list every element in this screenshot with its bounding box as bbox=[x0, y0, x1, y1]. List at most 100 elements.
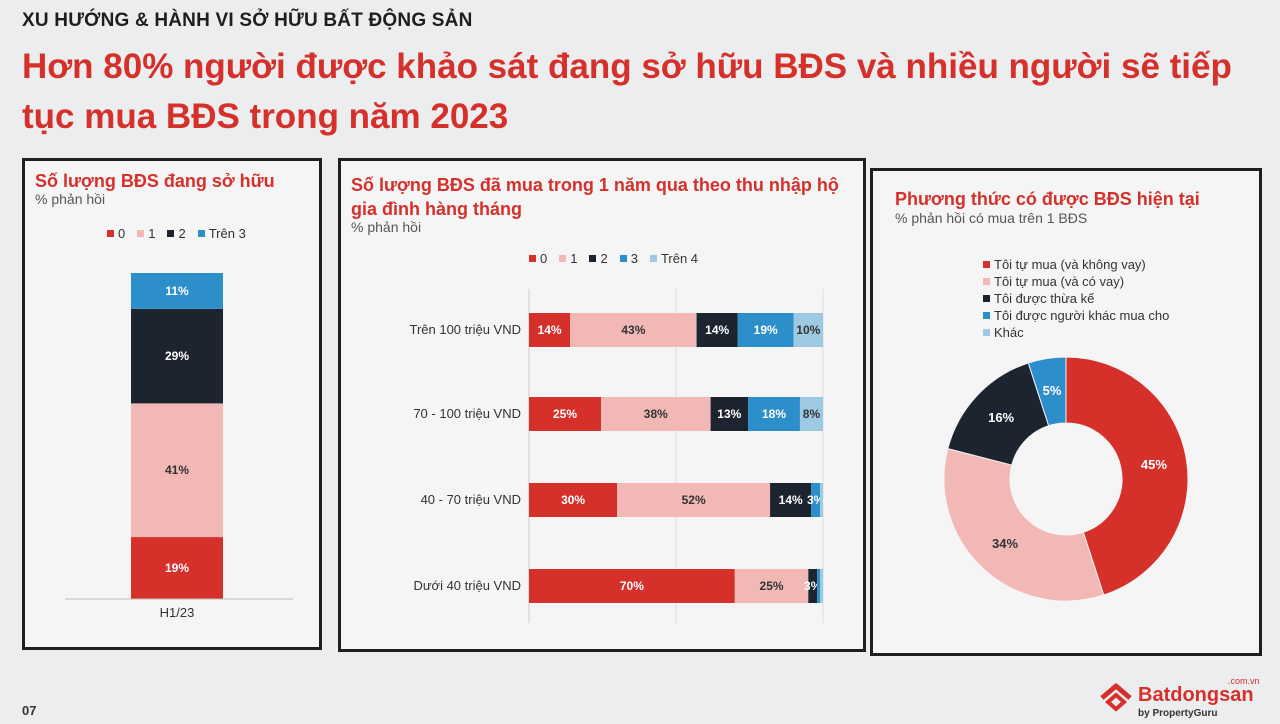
bar-data-label: 25% bbox=[760, 579, 784, 593]
legend-label: 1 bbox=[148, 226, 156, 241]
bar-data-label: 25% bbox=[553, 407, 577, 421]
bar-segment-2 bbox=[131, 308, 223, 404]
bar-data-label: 19% bbox=[754, 323, 778, 337]
legend-label: Trên 3 bbox=[208, 226, 246, 241]
donut-slice bbox=[943, 448, 1105, 602]
bar-segment-0 bbox=[529, 483, 618, 517]
donut-slice bbox=[1027, 356, 1067, 427]
bar-data-label: 14% bbox=[705, 323, 729, 337]
bar-data-label: 43% bbox=[621, 323, 645, 337]
bar-segment-0 bbox=[529, 569, 735, 603]
bar-data-label: 18% bbox=[762, 407, 786, 421]
slice-data-label: 45% bbox=[1141, 457, 1167, 472]
bar-segment-Trên 4 bbox=[820, 569, 823, 603]
chart2-title: Số lượng BĐS đã mua trong 1 năm qua theo… bbox=[351, 175, 839, 219]
chart1-legend-item: 0 bbox=[107, 226, 125, 241]
legend-swatch bbox=[589, 255, 597, 262]
bar-data-label: 52% bbox=[682, 493, 706, 507]
legend-swatch bbox=[559, 255, 567, 262]
slice-data-label: 16% bbox=[988, 410, 1014, 425]
legend-label: 1 bbox=[570, 251, 578, 266]
chart1-subtitle: % phản hồi bbox=[35, 191, 106, 207]
legend-swatch bbox=[529, 255, 536, 262]
legend-swatch bbox=[983, 312, 990, 319]
chart1-legend: 0 1 2 Trên 3 bbox=[107, 226, 246, 241]
chart2-legend-item: 2 bbox=[589, 251, 608, 266]
chart3-legend-item: Tôi tự mua (và không vay) bbox=[983, 257, 1169, 272]
bar-data-label: 30% bbox=[561, 493, 585, 507]
chart1-legend-item: Trên 3 bbox=[197, 226, 246, 241]
donut-slice bbox=[1065, 356, 1189, 596]
bar-data-label: 38% bbox=[644, 407, 668, 421]
legend-label: Tôi tự mua (và không vay) bbox=[994, 257, 1146, 272]
bar-segment-3 bbox=[737, 313, 794, 347]
chart2-legend: 0 1 2 3 Trên 4 bbox=[529, 251, 698, 266]
slice-data-label: 34% bbox=[992, 536, 1018, 551]
legend-label: Trên 4 bbox=[660, 251, 699, 266]
bar-data-label: 29% bbox=[165, 349, 189, 363]
chart1-svg: 19% 41% 29% 11% H1/23 bbox=[65, 273, 293, 620]
chart1-legend-item: 2 bbox=[167, 226, 186, 241]
house-logo-icon bbox=[1100, 683, 1132, 712]
slice-data-label: 5% bbox=[1043, 383, 1062, 398]
legend-swatch bbox=[619, 255, 627, 262]
brand-byline: by PropertyGuru bbox=[1138, 708, 1218, 719]
bar-segment-3 bbox=[811, 483, 821, 517]
category-label: 40 - 70 triệu VND bbox=[421, 492, 521, 507]
legend-swatch bbox=[983, 329, 990, 336]
bar-segment-0 bbox=[529, 397, 602, 431]
legend-swatch bbox=[983, 295, 990, 302]
bar-data-label: 19% bbox=[165, 561, 189, 575]
legend-swatch bbox=[649, 255, 657, 262]
legend-label: Tôi được người khác mua cho bbox=[994, 308, 1170, 323]
bar-segment-2 bbox=[808, 569, 818, 603]
legend-swatch bbox=[983, 261, 990, 268]
bar-segment-3 bbox=[817, 569, 821, 603]
category-label: 70 - 100 triệu VND bbox=[413, 406, 521, 421]
chart3-legend-item: Tôi tự mua (và có vay) bbox=[983, 274, 1169, 289]
legend-label: 0 bbox=[540, 251, 548, 266]
chart2-legend-item: 3 bbox=[619, 251, 638, 266]
section-header: XU HƯỚNG & HÀNH VI SỞ HỮU BẤT ĐỘNG SẢN bbox=[22, 10, 473, 31]
legend-label: 2 bbox=[600, 251, 608, 266]
chart2-svg: Trên 100 triệu VND 14% 43% 14% 19% 10% 70 - 10… bbox=[409, 289, 825, 623]
legend-swatch bbox=[983, 278, 990, 285]
bar-segment-2 bbox=[696, 313, 738, 347]
bar-segment-2 bbox=[770, 483, 812, 517]
legend-swatch bbox=[197, 230, 205, 237]
page-headline: Hơn 80% người được khảo sát đang sở hữu … bbox=[22, 47, 1232, 136]
chart2-legend-item: Trên 4 bbox=[649, 251, 699, 266]
bar-segment-3 bbox=[748, 397, 800, 431]
bar-segment-1 bbox=[570, 313, 697, 347]
bar-segment-0 bbox=[529, 313, 571, 347]
category-label: Trên 100 triệu VND bbox=[409, 322, 521, 337]
chart-panel-ownership: Số lượng BĐS đang sở hữu % phản hồi 0 1 2 T… bbox=[22, 158, 322, 650]
legend-swatch bbox=[137, 230, 145, 237]
category-label: H1/23 bbox=[160, 605, 195, 620]
bar-data-label: 8% bbox=[803, 407, 821, 421]
page-number: 07 bbox=[22, 703, 37, 718]
chart2-legend-item: 0 bbox=[529, 251, 547, 266]
bar-segment-1 bbox=[734, 569, 809, 603]
chart3-legend: Tôi tự mua (và không vay) Tôi tự mua (và … bbox=[983, 257, 1169, 342]
bar-segment-1 bbox=[601, 397, 711, 431]
chart3-legend-item: Tôi được thừa kế bbox=[983, 291, 1169, 306]
chart3-legend-item: Tôi được người khác mua cho bbox=[983, 308, 1169, 323]
bar-data-label: 70% bbox=[620, 579, 644, 593]
brand-name: Batdongsan bbox=[1138, 684, 1254, 706]
legend-label: 0 bbox=[118, 226, 126, 241]
legend-swatch bbox=[167, 230, 175, 237]
bar-data-label: 13% bbox=[717, 407, 741, 421]
chart1-legend-item: 1 bbox=[137, 226, 155, 241]
bar-data-label: 10% bbox=[796, 323, 820, 337]
chart3-legend-item: Khác bbox=[983, 325, 1169, 340]
bar-segment-1 bbox=[617, 483, 771, 517]
bar-segment-Trên 4 bbox=[820, 483, 823, 517]
legend-label: Khác bbox=[994, 325, 1024, 340]
legend-label: 2 bbox=[178, 226, 186, 241]
legend-label: Tôi được thừa kế bbox=[994, 291, 1095, 306]
chart2-subtitle: % phản hồi bbox=[351, 219, 422, 235]
bar-data-label: 14% bbox=[538, 323, 562, 337]
bar-data-label: 14% bbox=[779, 493, 803, 507]
category-label: Dưới 40 triệu VND bbox=[413, 578, 521, 593]
